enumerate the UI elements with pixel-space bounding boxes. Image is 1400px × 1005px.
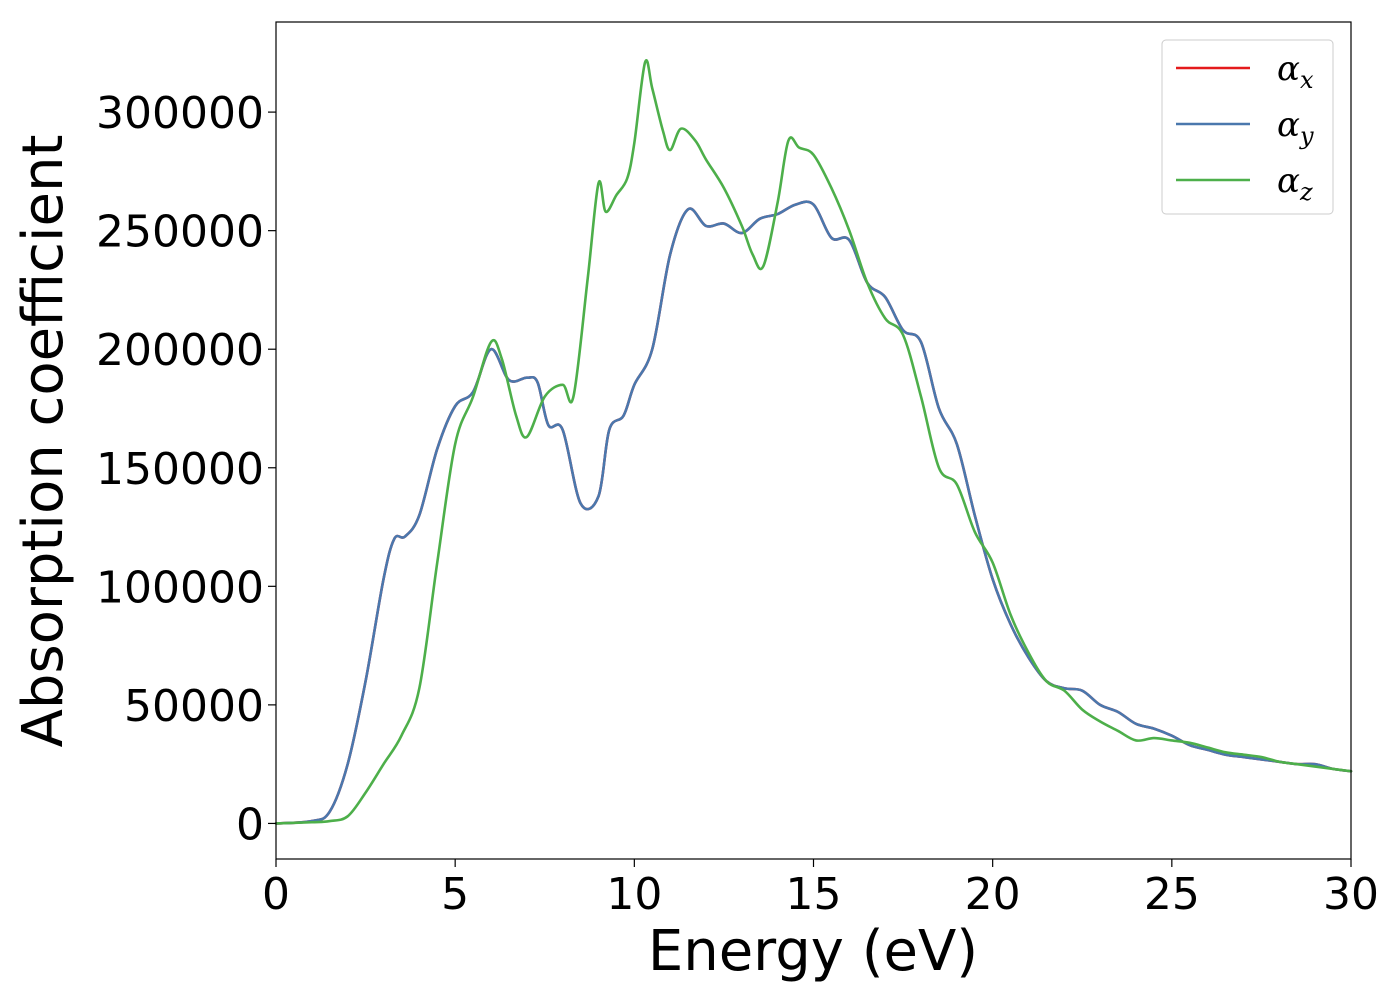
x-axis: 0 5 10 15 20 25 30: [262, 859, 1379, 920]
x-tick-label: 30: [1323, 869, 1379, 920]
y-tick-label: 0: [236, 799, 264, 850]
legend-box: [1161, 39, 1334, 215]
series-layer: [274, 59, 1353, 825]
y-axis: 0 50000 100000 150000 200000 250000 300000: [96, 88, 276, 850]
x-axis-title: Energy (eV): [648, 919, 978, 984]
y-tick-label: 50000: [124, 681, 264, 732]
y-axis-title: Absorption coefficient: [11, 135, 76, 748]
y-tick-label: 150000: [96, 444, 264, 495]
y-tick-label: 300000: [96, 88, 264, 139]
y-tick-label: 250000: [96, 207, 264, 258]
x-tick-label: 5: [441, 869, 469, 920]
x-tick-label: 25: [1144, 869, 1200, 920]
series-line-y: [274, 200, 1353, 825]
x-tick-label: 20: [965, 869, 1021, 920]
x-tick-label: 15: [786, 869, 842, 920]
x-tick-label: 10: [606, 869, 662, 920]
x-tick-label: 0: [262, 869, 290, 920]
legend-subscript-z: z: [1299, 178, 1313, 206]
legend-subscript-x: x: [1300, 66, 1314, 94]
legend-subscript-y: y: [1299, 122, 1314, 150]
series-line-z: [274, 59, 1353, 825]
y-tick-label: 200000: [96, 325, 264, 376]
y-tick-label: 100000: [96, 562, 264, 613]
